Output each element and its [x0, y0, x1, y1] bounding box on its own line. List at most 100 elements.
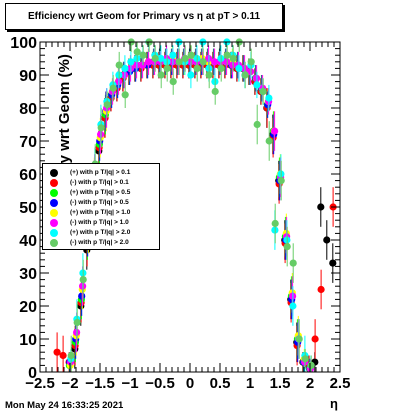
data-point [53, 348, 61, 356]
legend-label: (+) with p T/|q| > 2.0 [70, 229, 131, 236]
y-tick-label: 30 [19, 266, 37, 283]
legend-marker-icon [50, 179, 58, 187]
data-point [181, 54, 189, 63]
data-point [317, 203, 325, 211]
x-tick-label: 1 [246, 375, 254, 392]
data-point [151, 54, 159, 63]
data-point [289, 302, 297, 310]
legend-entry: (+) with p T/|q| > 0.5 [43, 188, 161, 198]
x-tick-label: −2 [61, 375, 78, 392]
data-point [133, 48, 141, 56]
data-point [265, 137, 273, 145]
data-point [73, 318, 81, 327]
timestamp: Mon May 24 16:33:25 2021 [5, 400, 124, 411]
data-point [163, 64, 171, 72]
data-point [121, 64, 129, 72]
legend-marker-icon [50, 199, 58, 207]
legend-marker-icon [50, 219, 58, 227]
x-tick-label: 2 [306, 375, 314, 392]
data-point [247, 58, 255, 66]
data-point [241, 71, 249, 79]
y-tick-label: 10 [19, 332, 37, 349]
y-tick-label: 90 [19, 68, 37, 85]
data-point [211, 87, 219, 96]
data-point [187, 71, 195, 79]
data-point [283, 243, 291, 251]
data-point [317, 285, 325, 294]
x-tick-label: −0.5 [145, 375, 175, 392]
data-point [127, 58, 135, 66]
data-point [79, 276, 87, 284]
legend-entry: (+) with p T/|q| > 1.0 [43, 208, 161, 218]
data-point [289, 259, 297, 267]
data-point [271, 219, 279, 228]
chart-markers [53, 38, 337, 373]
legend-marker-icon [50, 169, 58, 177]
y-tick-label: 70 [19, 134, 37, 151]
legend-marker-icon [50, 229, 58, 237]
chart-title: Efficiency wrt Geom for Primary vs η at … [27, 11, 261, 22]
legend-entry: (-) with p T/|q| > 0.5 [43, 198, 161, 208]
legend-marker-icon [50, 209, 58, 217]
data-point [175, 58, 183, 66]
data-point [169, 78, 177, 86]
data-point [187, 51, 195, 59]
legend-label: (-) with p T/|q| > 2.0 [70, 239, 129, 246]
x-tick-label: 0.5 [210, 375, 231, 392]
data-point [169, 51, 177, 59]
legend-label: (+) with p T/|q| > 1.0 [70, 209, 131, 216]
legend-label: (-) with p T/|q| > 0.1 [70, 179, 129, 186]
data-point [121, 91, 129, 99]
data-point [211, 58, 219, 66]
data-point [307, 361, 315, 369]
data-point [205, 71, 213, 79]
legend-entry: (-) with p T/|q| > 0.1 [43, 178, 161, 188]
data-point [193, 64, 201, 72]
data-point [78, 292, 86, 300]
y-tick-label: 100 [10, 35, 37, 52]
data-point [223, 51, 231, 59]
data-point [67, 351, 75, 360]
data-point [323, 236, 331, 244]
data-point [157, 54, 165, 63]
legend-entry: (+) with p T/|q| > 0.1 [43, 168, 161, 178]
legend-entry: (-) with p T/|q| > 2.0 [43, 238, 161, 248]
data-point [295, 335, 303, 343]
data-point [223, 58, 231, 66]
x-tick-label: 2.5 [330, 375, 351, 392]
data-point [277, 177, 285, 185]
data-point [271, 127, 279, 135]
legend-label: (+) with p T/|q| > 0.1 [70, 169, 131, 176]
legend-label: (-) with p T/|q| > 0.5 [70, 199, 129, 206]
data-point [103, 101, 111, 109]
legend: (+) with p T/|q| > 0.1 (-) with p T/|q| >… [42, 163, 160, 250]
data-point [199, 58, 207, 66]
legend-entry: (+) with p T/|q| > 2.0 [43, 228, 161, 238]
data-point [217, 64, 225, 72]
data-point [109, 84, 117, 92]
data-point [235, 64, 243, 72]
y-tick-label: 20 [19, 299, 37, 316]
legend-label: (+) with p T/|q| > 0.5 [70, 189, 131, 196]
legend-entry: (-) with p T/|q| > 1.0 [43, 218, 161, 228]
data-point [97, 124, 105, 132]
data-point [139, 51, 147, 59]
x-tick-label: −1 [121, 375, 138, 392]
y-tick-label: 60 [19, 167, 37, 184]
data-point [253, 120, 261, 129]
data-point [145, 58, 153, 66]
x-tick-label: −1.5 [85, 375, 115, 392]
legend-marker-icon [50, 189, 58, 197]
chart-title-box: Efficiency wrt Geom for Primary vs η at … [5, 3, 283, 30]
y-tick-label: 50 [19, 200, 37, 217]
data-point [229, 54, 237, 63]
legend-marker-icon [50, 239, 58, 247]
x-tick-label: 0 [186, 375, 194, 392]
data-point [265, 94, 273, 102]
data-point [311, 335, 319, 343]
y-tick-label: 0 [28, 365, 37, 382]
data-point [59, 351, 67, 360]
x-tick-label: 1.5 [270, 375, 291, 392]
